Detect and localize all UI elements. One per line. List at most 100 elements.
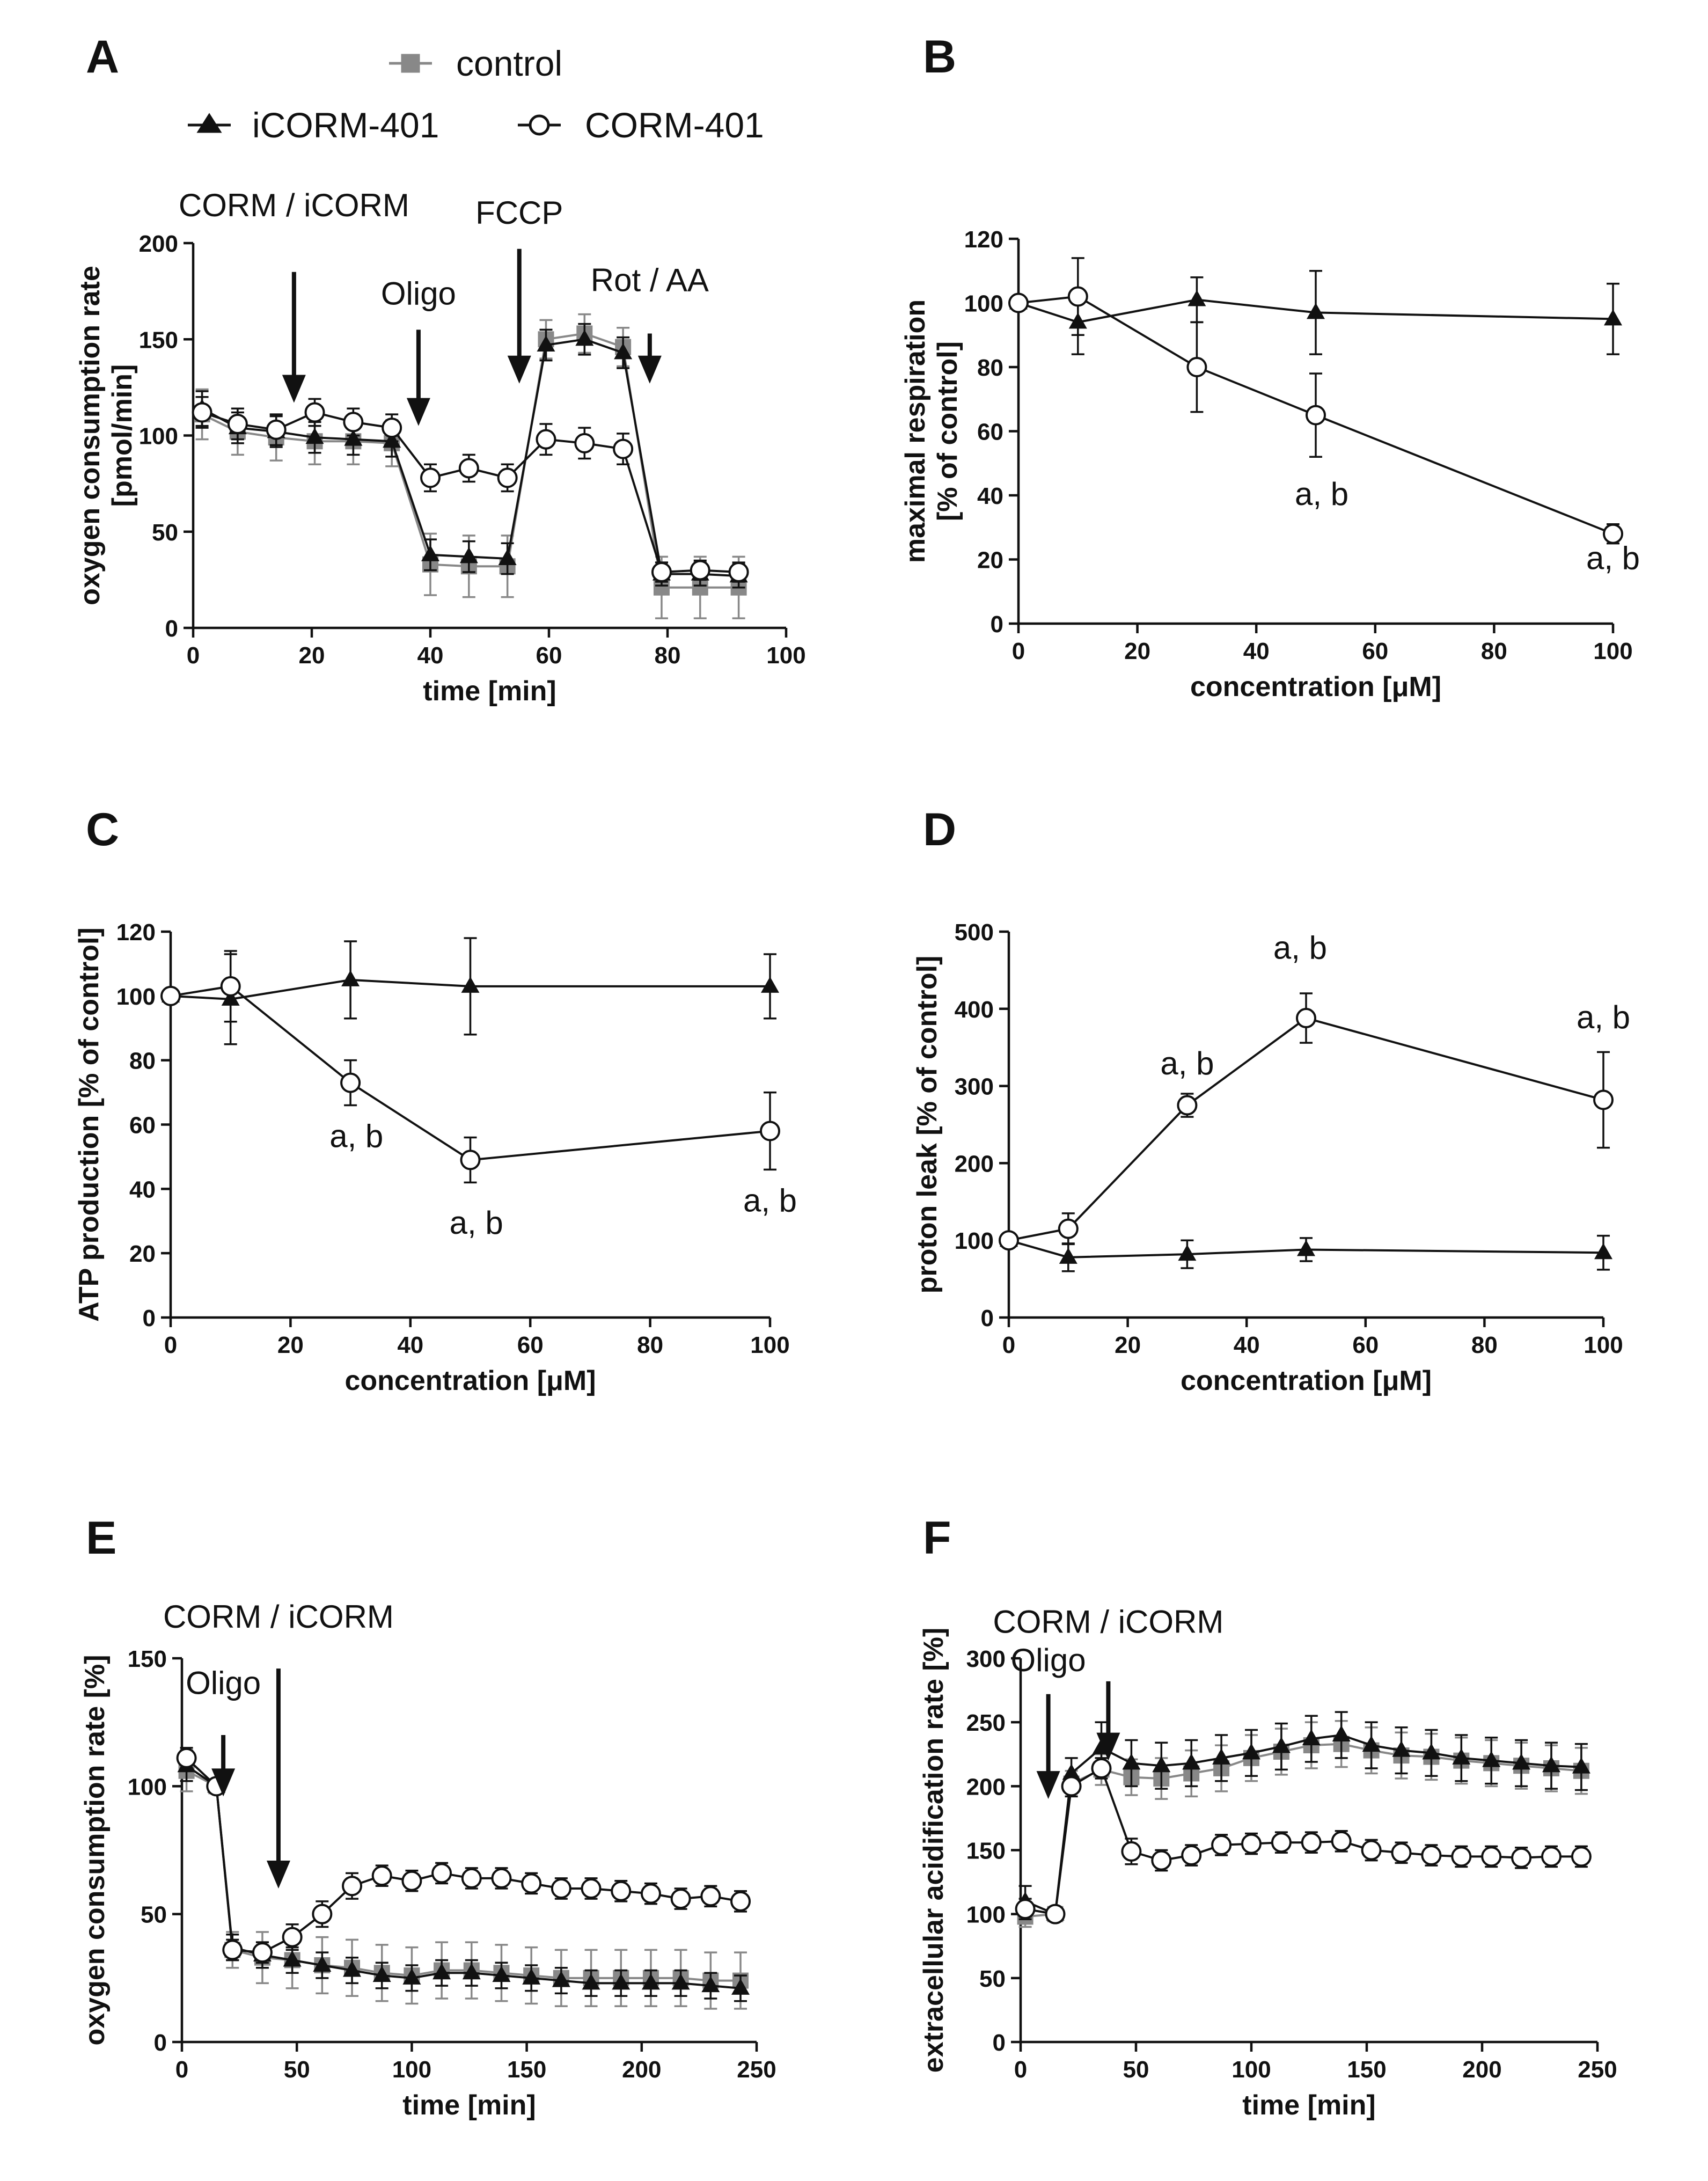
data-point-circle [1481,1846,1502,1867]
data-point-triangle [1242,1743,1260,1760]
data-point-circle [581,1878,602,1899]
data-point-circle [1058,1218,1079,1239]
y-tick-label: 40 [129,1176,156,1203]
significance-label: a, b [1295,476,1348,512]
x-tick-label: 0 [187,642,200,669]
y-tick-label: 40 [977,483,1003,509]
data-point-triangle [1297,1240,1315,1256]
y-tick-label: 0 [143,1305,156,1331]
arrow-head [507,355,531,384]
panel-letter: C [86,804,119,855]
data-point-circle [640,1883,661,1904]
y-tick-label: 200 [966,1774,1006,1800]
data-point-triangle [1482,1751,1501,1767]
y-tick-label: 60 [129,1113,156,1139]
data-point-circle [1541,1846,1562,1867]
data-point-circle [176,1747,197,1768]
data-point-triangle [1178,1245,1197,1261]
y-tick-label: 0 [991,611,1003,638]
x-tick-label: 40 [397,1332,423,1358]
data-point-circle [1421,1845,1442,1866]
y-tick-label: 500 [955,919,994,946]
data-point-circle [1301,1832,1322,1853]
y-axis-title: extracellular acidification rate [%] [918,1628,949,2073]
x-tick-label: 100 [1593,638,1632,664]
y-tick-label: 60 [977,419,1003,445]
data-point-circle [1361,1840,1382,1861]
data-point-circle [1451,1846,1472,1867]
panel-b-plot: 0 20 40 60 80 100 0 20 40 60 80 100 120 concentration… [900,226,1640,702]
data-point-circle [343,412,364,433]
x-tick-label: 200 [622,2056,661,2083]
panel-f-plot: 0 50 100 150 200 250 0 50 100 150 200 250 300 time [m… [918,1604,1617,2121]
data-point-triangle [1572,1757,1590,1774]
data-point-triangle [1272,1737,1291,1753]
data-point-circle [728,562,749,583]
data-point-circle [1296,1008,1316,1029]
y-tick-label: 50 [141,1902,167,1928]
data-point-circle [536,429,556,450]
data-point-circle [312,1904,333,1924]
y-tick-label: 80 [129,1048,156,1074]
legend-icorm-marker [196,113,222,133]
y-tick-label: 150 [966,1838,1006,1864]
x-axis-title: time [min] [402,2090,536,2121]
y-tick-label: 250 [966,1710,1006,1736]
data-point-circle [1121,1841,1142,1862]
x-tick-label: 40 [1234,1332,1260,1358]
data-point-circle [999,1230,1019,1251]
y-tick-label: 400 [955,997,994,1023]
significance-label: a, b [743,1182,797,1218]
y-tick-label: 300 [966,1646,1006,1672]
data-point-triangle [1542,1756,1560,1773]
x-axis-title: concentration [μM] [344,1365,596,1396]
x-tick-label: 50 [284,2056,310,2083]
data-point-circle [497,467,518,488]
x-tick-label: 150 [507,2056,546,2083]
data-point-circle [1151,1850,1172,1871]
data-point-triangle [582,1973,600,1990]
data-point-triangle [1212,1748,1231,1765]
arrow-label: CORM / iCORM [993,1604,1223,1640]
data-point-triangle [575,330,594,346]
data-point-triangle [1307,303,1325,319]
x-tick-label: 80 [655,642,681,669]
y-tick-label: 120 [116,919,156,946]
y-tick-label: 0 [993,2030,1006,2056]
data-point-triangle [641,1973,660,1990]
data-point-circle [1177,1095,1198,1116]
y-tick-label: 200 [139,231,178,257]
data-point-circle [382,418,402,438]
y-axis-title-line2: [% of control] [932,341,963,521]
data-point-triangle [731,1978,750,1995]
data-point-circle [220,976,241,997]
x-tick-label: 20 [1115,1332,1141,1358]
x-axis-title: time [min] [423,676,556,707]
panel-a-plot: 0 20 40 60 80 100 0 50 100 150 200 time [min] oxygen… [75,187,806,707]
series-line-circle [186,1757,741,1954]
data-point-triangle [1512,1753,1531,1770]
x-axis-title: concentration [μM] [1190,671,1441,702]
data-point-triangle [498,548,517,565]
data-point-triangle [459,547,478,563]
arrow-head [266,1861,290,1889]
x-tick-label: 200 [1462,2056,1501,2083]
data-point-circle [420,467,441,488]
data-point-triangle [313,1956,332,1972]
data-point-circle [551,1878,571,1899]
significance-label: a, b [1160,1045,1214,1081]
significance-label: a, b [1586,540,1640,576]
arrow-head [1036,1771,1060,1799]
x-tick-label: 80 [1471,1332,1498,1358]
y-tick-label: 0 [154,2030,167,2056]
data-point-circle [613,438,634,459]
data-point-triangle [461,976,480,993]
data-point-circle [690,560,710,581]
y-tick-label: 50 [979,1966,1006,1992]
data-point-circle [460,1150,481,1170]
arrow-label: Oligo [1011,1642,1086,1678]
x-tick-label: 100 [766,642,805,669]
data-point-triangle [1152,1756,1171,1773]
y-tick-label: 20 [129,1241,156,1267]
legend-control-label: control [456,43,562,83]
